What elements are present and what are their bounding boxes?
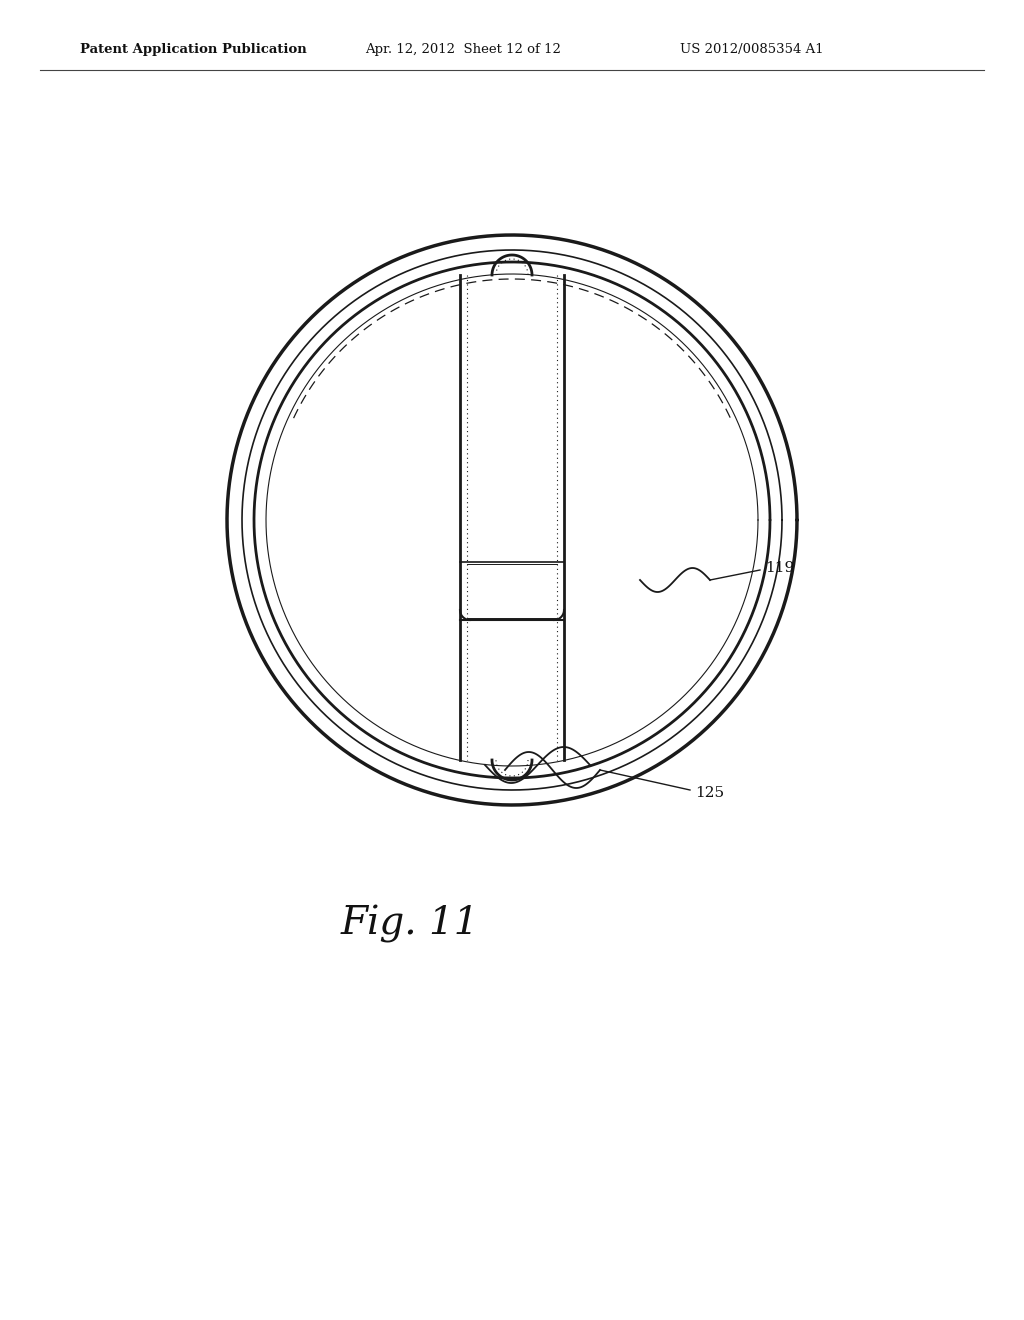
Text: US 2012/0085354 A1: US 2012/0085354 A1 — [680, 44, 823, 57]
Text: 119: 119 — [765, 561, 795, 576]
Text: Fig. 11: Fig. 11 — [340, 906, 479, 942]
Text: Patent Application Publication: Patent Application Publication — [80, 44, 307, 57]
Text: 125: 125 — [695, 785, 724, 800]
Text: Apr. 12, 2012  Sheet 12 of 12: Apr. 12, 2012 Sheet 12 of 12 — [365, 44, 561, 57]
